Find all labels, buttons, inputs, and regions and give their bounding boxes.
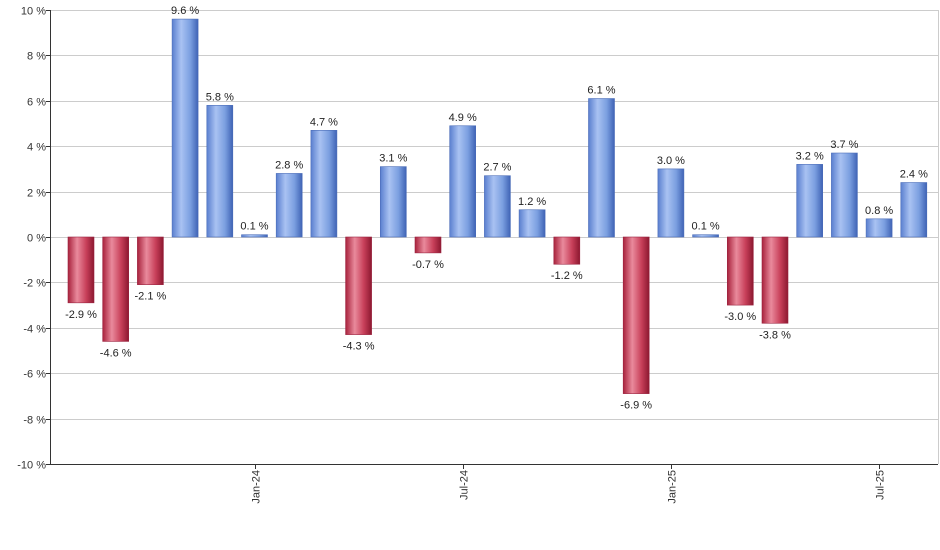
y-tick-label: 2 % (27, 188, 46, 200)
data-label: 4.9 % (449, 112, 477, 124)
y-tick-label: 8 % (27, 51, 46, 63)
bar-Oct-24 (553, 236, 581, 265)
y-tick-label: -8 % (23, 415, 46, 427)
y-axis-tick-labels: 10 % 8 % 6 % 4 % 2 % 0 % -2 % -4 % -6 % -8 % -10 % (17, 6, 46, 472)
bar-Nov-23 (171, 18, 199, 238)
data-label: 2.8 % (275, 159, 303, 171)
x-tick-label: Jul-24 (459, 470, 471, 500)
data-label: 0.1 % (240, 221, 268, 233)
data-label: -1.2 % (551, 270, 583, 282)
x-tick-label: Jul-25 (875, 470, 887, 500)
bar-Jan-24 (241, 234, 268, 238)
bar-Apr-24 (345, 236, 372, 335)
bar-May-24 (379, 166, 407, 238)
bar-Jan-25 (657, 168, 685, 238)
x-axis-tick-labels: Jan-24 Jul-24 Jan-25 Jul-25 (251, 470, 887, 504)
data-label: 0.1 % (692, 221, 720, 233)
bar-Dec-23 (206, 105, 234, 238)
bar-Jun-25 (831, 152, 858, 238)
bar-Nov-24 (588, 98, 615, 238)
data-labels: -2.9 % -4.6 % -2.1 % 9.6 % 5.8 % 0.1 % 2.8 % 4.… (65, 5, 928, 412)
data-label: 5.8 % (206, 91, 234, 103)
bar-Mar-25 (726, 236, 754, 306)
data-label: 0.8 % (865, 205, 893, 217)
data-label: -4.3 % (343, 341, 375, 353)
y-tick-label: -4 % (23, 324, 46, 336)
y-tick-label: 6 % (27, 97, 46, 109)
bar-Dec-24 (622, 236, 650, 394)
bar-Oct-23 (137, 236, 164, 285)
bar-Jun-24 (414, 236, 442, 254)
data-label: -0.7 % (412, 259, 444, 271)
data-label: -6.9 % (620, 400, 652, 412)
y-tick-label: -2 % (23, 278, 46, 290)
bar-Mar-24 (310, 130, 338, 238)
bar-Jul-24 (449, 125, 477, 238)
y-tick-label: 10 % (21, 6, 46, 18)
data-label: 6.1 % (587, 85, 615, 97)
data-label: -3.0 % (724, 311, 756, 323)
data-label: -2.9 % (65, 309, 97, 321)
bar-Apr-25 (761, 236, 789, 324)
y-tick-label: 0 % (27, 233, 46, 245)
data-label: 3.0 % (657, 155, 685, 167)
data-label: 3.2 % (796, 150, 824, 162)
bar-Aug-24 (484, 175, 511, 238)
y-tick-label: -10 % (17, 460, 46, 472)
bar-Jul-25 (865, 218, 893, 238)
bar-Feb-24 (275, 173, 303, 238)
bar-May-25 (796, 164, 824, 238)
y-tick-label: 4 % (27, 142, 46, 154)
bars (67, 18, 928, 394)
data-label: 3.1 % (379, 153, 407, 165)
x-tick-label: Jan-25 (667, 470, 679, 504)
bar-Aug-25 (900, 182, 928, 238)
data-label: 3.7 % (830, 139, 858, 151)
data-label: 1.2 % (518, 196, 546, 208)
data-label: -2.1 % (135, 291, 167, 303)
bar-Sep-24 (518, 209, 546, 238)
bar-Sep-23 (102, 236, 129, 342)
data-label: -4.6 % (100, 347, 132, 359)
bar-Feb-25 (692, 234, 719, 238)
data-label: 2.4 % (900, 169, 928, 181)
data-label: 9.6 % (171, 5, 199, 17)
data-label: -3.8 % (759, 329, 791, 341)
y-tick-label: -6 % (23, 369, 46, 381)
axes (46, 10, 938, 469)
data-label: 4.7 % (310, 116, 338, 128)
data-label: 2.7 % (483, 162, 511, 174)
x-tick-label: Jan-24 (251, 470, 263, 504)
bar-Aug-23 (67, 236, 95, 304)
